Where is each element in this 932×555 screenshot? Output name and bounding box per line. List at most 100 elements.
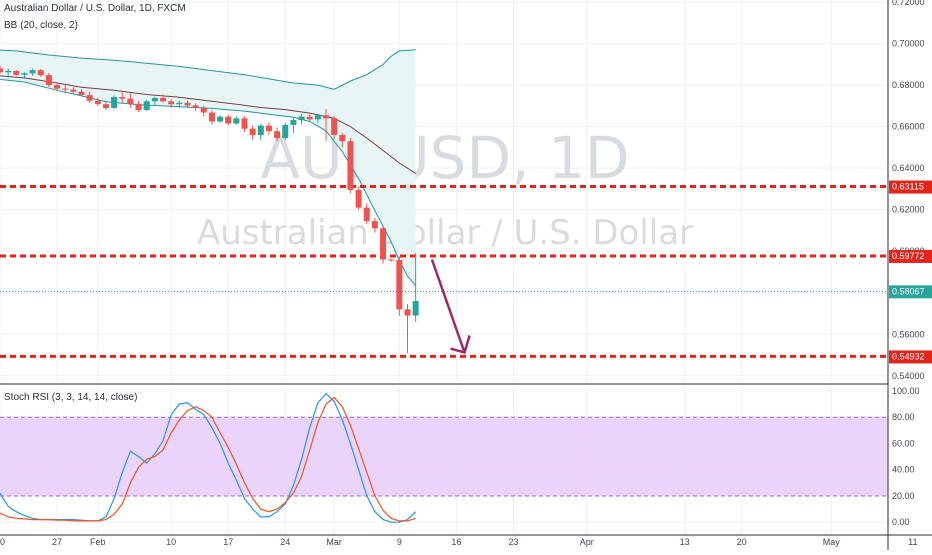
stoch-rsi-d-line <box>0 396 416 522</box>
candle[interactable] <box>282 122 289 141</box>
candle-body <box>21 73 28 75</box>
candle[interactable] <box>404 304 411 353</box>
candle[interactable] <box>412 253 419 322</box>
stoch-rsi-tick-label: 20.00 <box>892 491 915 501</box>
price-tick-label: 0.54000 <box>892 371 925 381</box>
candle[interactable] <box>29 68 36 76</box>
candle[interactable] <box>241 116 248 132</box>
candle-body <box>119 97 126 99</box>
candle-body <box>135 103 142 111</box>
candle[interactable] <box>78 89 85 97</box>
time-tick-label: 10 <box>166 537 176 547</box>
candle[interactable] <box>94 97 101 106</box>
candle[interactable] <box>208 110 215 125</box>
projection-arrow-head <box>450 335 471 355</box>
level-price-tag[interactable]: 0.63115 <box>889 180 932 194</box>
candle[interactable] <box>233 116 240 125</box>
candle[interactable] <box>371 217 378 233</box>
candle-body <box>151 97 158 102</box>
candle[interactable] <box>331 116 338 140</box>
candle[interactable] <box>192 103 199 112</box>
projection-arrow-shaft[interactable] <box>430 259 466 353</box>
last-price-tag-box <box>889 285 932 299</box>
candle[interactable] <box>257 123 264 141</box>
candle[interactable] <box>21 72 28 79</box>
candle[interactable] <box>143 99 150 112</box>
level-price-tag-text: 0.54932 <box>892 351 925 361</box>
price-tick-label: 0.64000 <box>892 163 925 173</box>
candle-body <box>388 259 395 261</box>
stoch-rsi-legend-label: Stoch RSI (3, 3, 14, 14, close) <box>4 392 138 403</box>
candle-body <box>127 98 134 104</box>
candle[interactable] <box>306 114 313 122</box>
candle[interactable] <box>298 114 305 125</box>
candle[interactable] <box>347 138 354 194</box>
candle-body <box>192 105 199 108</box>
candle-body <box>13 71 20 75</box>
candle[interactable] <box>70 87 77 95</box>
candle[interactable] <box>5 68 12 78</box>
candle[interactable] <box>0 65 3 74</box>
candle[interactable] <box>380 226 387 264</box>
candle-body <box>62 88 69 90</box>
candle-body <box>412 301 419 316</box>
candle[interactable] <box>323 108 329 142</box>
candle[interactable] <box>184 100 191 108</box>
candle[interactable] <box>135 100 142 113</box>
candle[interactable] <box>151 96 158 105</box>
candle[interactable] <box>363 203 370 225</box>
candle[interactable] <box>37 68 44 77</box>
candle[interactable] <box>160 94 166 103</box>
stoch-rsi-tick-label: 0.00 <box>892 517 910 527</box>
candle[interactable] <box>314 113 321 123</box>
candle[interactable] <box>225 114 232 126</box>
bollinger-lower-line <box>0 78 417 286</box>
candle[interactable] <box>388 258 395 262</box>
candle[interactable] <box>62 85 69 94</box>
candle[interactable] <box>86 91 93 103</box>
candle-body <box>265 125 272 132</box>
candle[interactable] <box>54 82 61 92</box>
candle-body <box>176 102 183 105</box>
candle[interactable] <box>45 73 52 88</box>
time-tick-label: 16 <box>451 537 461 547</box>
candle[interactable] <box>176 101 183 108</box>
time-tick-label: 11 <box>908 537 917 547</box>
candle[interactable] <box>102 102 109 111</box>
candle-body <box>363 207 370 222</box>
bollinger-band-fill <box>0 49 416 286</box>
candle[interactable] <box>13 70 20 76</box>
candle-body <box>323 115 329 119</box>
bollinger-legend-label: BB (20, close, 2) <box>4 20 78 31</box>
level-price-tag[interactable]: 0.59772 <box>889 249 932 263</box>
time-tick-label: 27 <box>52 537 62 547</box>
candle[interactable] <box>339 132 346 148</box>
level-price-tag-text: 0.63115 <box>892 182 924 192</box>
time-tick-label: May <box>823 537 841 547</box>
last-price-tag[interactable]: 0.58067 <box>889 285 932 299</box>
candle[interactable] <box>168 99 175 108</box>
level-price-tag[interactable]: 0.54932 <box>889 350 932 364</box>
candle[interactable] <box>200 105 207 117</box>
candle[interactable] <box>111 95 118 110</box>
candle[interactable] <box>355 186 362 210</box>
candle-body <box>396 259 403 310</box>
candle[interactable] <box>127 93 134 108</box>
candle-body <box>86 95 93 101</box>
price-tick-label: 0.68000 <box>892 80 925 90</box>
candle[interactable] <box>290 118 297 133</box>
candle-body <box>282 124 289 139</box>
price-tick-label: 0.62000 <box>892 205 925 215</box>
candle[interactable] <box>265 122 272 135</box>
level-price-tag-box <box>889 180 932 194</box>
candle[interactable] <box>217 115 224 123</box>
stoch-rsi-tick-label: 60.00 <box>892 438 915 448</box>
candle[interactable] <box>119 92 126 103</box>
stoch-rsi-band <box>0 417 888 496</box>
candle[interactable] <box>249 125 256 141</box>
candle-body <box>249 128 256 135</box>
candle[interactable] <box>274 127 281 142</box>
candle[interactable] <box>396 256 403 316</box>
